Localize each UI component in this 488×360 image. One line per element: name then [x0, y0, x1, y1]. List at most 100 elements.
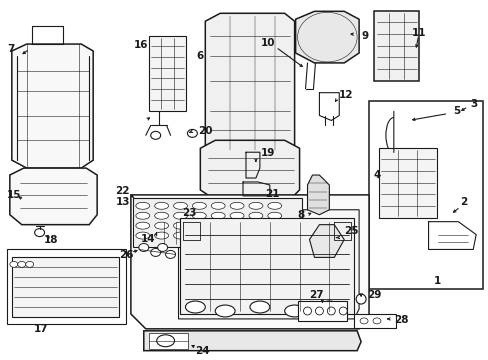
Text: 25: 25 [344, 226, 358, 235]
Text: 8: 8 [297, 210, 304, 220]
Polygon shape [205, 13, 294, 155]
Ellipse shape [248, 232, 263, 239]
Ellipse shape [248, 222, 263, 229]
Polygon shape [10, 168, 97, 225]
Ellipse shape [157, 243, 167, 251]
Text: 14: 14 [141, 234, 155, 244]
Ellipse shape [192, 212, 206, 219]
Polygon shape [178, 210, 358, 319]
Ellipse shape [230, 202, 244, 209]
Polygon shape [309, 225, 344, 257]
Ellipse shape [136, 212, 149, 219]
Ellipse shape [211, 212, 224, 219]
Ellipse shape [248, 212, 263, 219]
Text: 19: 19 [260, 148, 275, 158]
Ellipse shape [154, 202, 168, 209]
Text: 7: 7 [7, 44, 14, 54]
Text: 28: 28 [393, 315, 407, 325]
Text: 1: 1 [433, 276, 440, 286]
Bar [180, 218, 353, 314]
Bar [12, 257, 119, 317]
Ellipse shape [10, 261, 18, 267]
Ellipse shape [326, 307, 335, 315]
Ellipse shape [173, 222, 187, 229]
Text: 16: 16 [134, 40, 148, 50]
Polygon shape [307, 175, 328, 215]
Bar [152, 222, 190, 243]
Ellipse shape [35, 229, 44, 237]
Text: 21: 21 [264, 189, 279, 199]
Text: 18: 18 [43, 234, 58, 244]
Text: 15: 15 [7, 190, 21, 200]
Ellipse shape [230, 212, 244, 219]
Ellipse shape [154, 212, 168, 219]
Ellipse shape [185, 301, 205, 313]
Text: 12: 12 [339, 90, 353, 100]
Polygon shape [143, 331, 360, 351]
Ellipse shape [267, 212, 281, 219]
Ellipse shape [211, 222, 224, 229]
Ellipse shape [165, 251, 175, 258]
Ellipse shape [173, 232, 187, 239]
Polygon shape [131, 195, 368, 329]
Text: 10: 10 [260, 38, 275, 48]
Ellipse shape [173, 212, 187, 219]
Ellipse shape [230, 222, 244, 229]
Ellipse shape [215, 305, 235, 317]
Ellipse shape [359, 318, 367, 324]
Ellipse shape [139, 243, 148, 251]
Ellipse shape [249, 301, 269, 313]
Ellipse shape [211, 202, 224, 209]
Ellipse shape [154, 222, 168, 229]
Ellipse shape [303, 307, 311, 315]
Bar [148, 36, 186, 111]
Ellipse shape [136, 232, 149, 239]
Ellipse shape [211, 232, 224, 239]
Text: 29: 29 [366, 290, 381, 300]
Polygon shape [295, 11, 358, 63]
Ellipse shape [136, 202, 149, 209]
Ellipse shape [267, 202, 281, 209]
Bar [297, 301, 346, 321]
Text: 2: 2 [459, 197, 467, 207]
Ellipse shape [192, 202, 206, 209]
Text: 23: 23 [182, 208, 197, 218]
Bar [148, 333, 188, 349]
Bar [133, 198, 301, 247]
Ellipse shape [339, 307, 346, 315]
Ellipse shape [248, 202, 263, 209]
Text: 9: 9 [360, 31, 367, 41]
Ellipse shape [154, 232, 168, 239]
Text: 17: 17 [34, 324, 48, 334]
Text: 6: 6 [196, 51, 203, 61]
Ellipse shape [372, 318, 380, 324]
Ellipse shape [150, 248, 161, 256]
Ellipse shape [355, 294, 366, 304]
Polygon shape [200, 140, 299, 200]
Ellipse shape [267, 232, 281, 239]
Ellipse shape [315, 307, 323, 315]
Text: 13: 13 [115, 197, 130, 207]
Ellipse shape [187, 129, 197, 137]
Polygon shape [12, 44, 93, 168]
Text: 24: 24 [195, 346, 209, 356]
Bar [378, 148, 436, 218]
Text: 11: 11 [411, 28, 426, 38]
Text: 27: 27 [309, 290, 324, 300]
Text: 22: 22 [115, 186, 130, 196]
Text: 20: 20 [198, 126, 212, 136]
Ellipse shape [230, 232, 244, 239]
Text: 26: 26 [119, 251, 133, 260]
Ellipse shape [267, 222, 281, 229]
Ellipse shape [18, 261, 26, 267]
Ellipse shape [192, 232, 206, 239]
Ellipse shape [192, 222, 206, 229]
Ellipse shape [173, 202, 187, 209]
Ellipse shape [150, 131, 161, 139]
Ellipse shape [156, 335, 174, 347]
Ellipse shape [136, 222, 149, 229]
Ellipse shape [26, 261, 34, 267]
Bar [7, 249, 126, 324]
Text: 4: 4 [372, 170, 380, 180]
Polygon shape [373, 11, 418, 81]
